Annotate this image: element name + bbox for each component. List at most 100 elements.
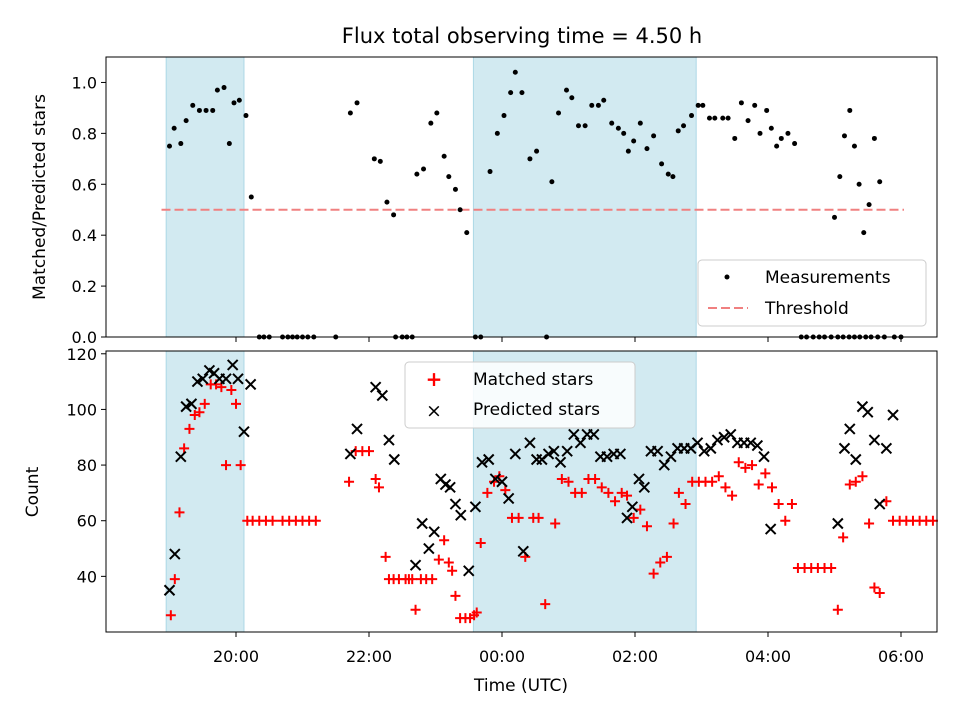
predicted-star-point [344, 448, 357, 460]
predicted-star-point [409, 559, 422, 571]
predicted-star-point [383, 434, 395, 446]
bottom-ytick-label: 60 [77, 512, 97, 531]
bottom-legend: + Matched stars × Predicted stars [404, 361, 636, 429]
matched-star-point [165, 610, 176, 621]
matched-star-point [780, 515, 791, 526]
matched-star-point [838, 532, 849, 543]
matched-star-point [747, 460, 758, 471]
measurement-point [866, 202, 872, 208]
measurement-point [841, 133, 847, 139]
predicted-star-point [758, 451, 770, 463]
measurement-point [637, 120, 643, 126]
matched-star-point [407, 574, 418, 585]
measurement-point [457, 207, 463, 213]
measurement-point [236, 97, 242, 103]
predicted-star-point [838, 442, 851, 455]
measurement-point [785, 130, 791, 136]
predicted-star-point [428, 526, 440, 538]
matched-star-point [869, 582, 880, 593]
matched-star-point [169, 574, 180, 585]
predicted-star-point [502, 492, 515, 505]
measurement-point [569, 95, 575, 101]
measurement-point [203, 107, 209, 113]
matched-star-point [482, 487, 493, 498]
predicted-star-point [489, 473, 502, 485]
measurement-point [243, 113, 249, 119]
bottom-xtick-label: 20:00 [213, 647, 259, 666]
predicted-star-point [764, 523, 777, 535]
predicted-star-point [220, 373, 232, 385]
measurement-point [768, 125, 774, 131]
measurement-point [738, 100, 744, 106]
measurement-point [871, 135, 877, 141]
measurement-point [861, 230, 867, 236]
predicted-star-point [633, 473, 645, 485]
matched-star-point [439, 535, 450, 546]
measurement-point [695, 102, 701, 108]
measurement-point [347, 110, 353, 116]
measurement-point [681, 123, 687, 129]
measurement-point [625, 148, 631, 154]
measurement-point [464, 230, 470, 236]
measurement-point [792, 141, 798, 147]
legend-matched-label: Matched stars [473, 370, 593, 390]
top-x-ticks [235, 337, 902, 342]
top-band-1 [472, 56, 697, 338]
predicted-star-point [561, 445, 573, 457]
predicted-star-point [416, 517, 428, 530]
predicted-star-point [751, 439, 764, 452]
matched-star-point [433, 554, 444, 565]
measurement-point [190, 102, 196, 108]
predicted-star-point [469, 501, 482, 513]
measurement-point [226, 141, 232, 147]
measurement-point [575, 123, 581, 129]
predicted-star-point [614, 448, 627, 460]
matched-star-point [194, 407, 205, 418]
matched-star-point [673, 487, 684, 498]
legend-threshold-label: Threshold [764, 299, 849, 319]
measurement-point [621, 130, 627, 136]
matched-star-point [668, 518, 679, 529]
predicted-star-point [638, 481, 651, 494]
matched-star-point [427, 574, 438, 585]
matched-star-point [447, 565, 458, 576]
measurement-point [659, 161, 665, 167]
top-axes-frame [105, 56, 938, 338]
matched-star-point [513, 512, 524, 523]
matched-star-point [344, 476, 355, 487]
top-ytick-label: 0.6 [72, 175, 97, 194]
predicted-star-point [626, 501, 639, 513]
predicted-star-point [832, 517, 844, 530]
top-ytick-label: 0.2 [72, 277, 97, 296]
measurement-point [210, 107, 216, 113]
matched-star-point [380, 551, 391, 562]
matched-star-point [533, 512, 544, 523]
predicted-star-point [568, 428, 580, 441]
predicted-star-point [711, 434, 724, 446]
matched-star-point [760, 468, 771, 479]
matched-star-point [450, 590, 461, 601]
predicted-star-point [169, 548, 181, 560]
measurement-point [712, 115, 718, 121]
predicted-star-point [651, 445, 664, 457]
bottom-ytick-label: 120 [66, 345, 97, 364]
measurement-point [774, 143, 780, 149]
measurement-point [534, 148, 540, 154]
predicted-star-point [705, 442, 717, 455]
measurement-point [589, 102, 595, 108]
matched-star-point [184, 423, 195, 434]
predicted-star-point [862, 406, 874, 418]
matched-star-point [221, 460, 232, 471]
bottom-axes-frame [105, 350, 938, 633]
bottom-xtick-label: 06:00 [878, 647, 924, 666]
matched-star-point [844, 479, 855, 490]
predicted-star-point [482, 453, 495, 466]
predicted-star-point [621, 512, 633, 524]
measurement-point [700, 102, 706, 108]
matched-star-point [727, 490, 738, 501]
measurement-point [452, 186, 458, 192]
measurement-point [609, 120, 615, 126]
measurement-point [354, 100, 360, 106]
measurement-point [377, 158, 383, 164]
top-ytick-label: 1.0 [72, 73, 97, 92]
